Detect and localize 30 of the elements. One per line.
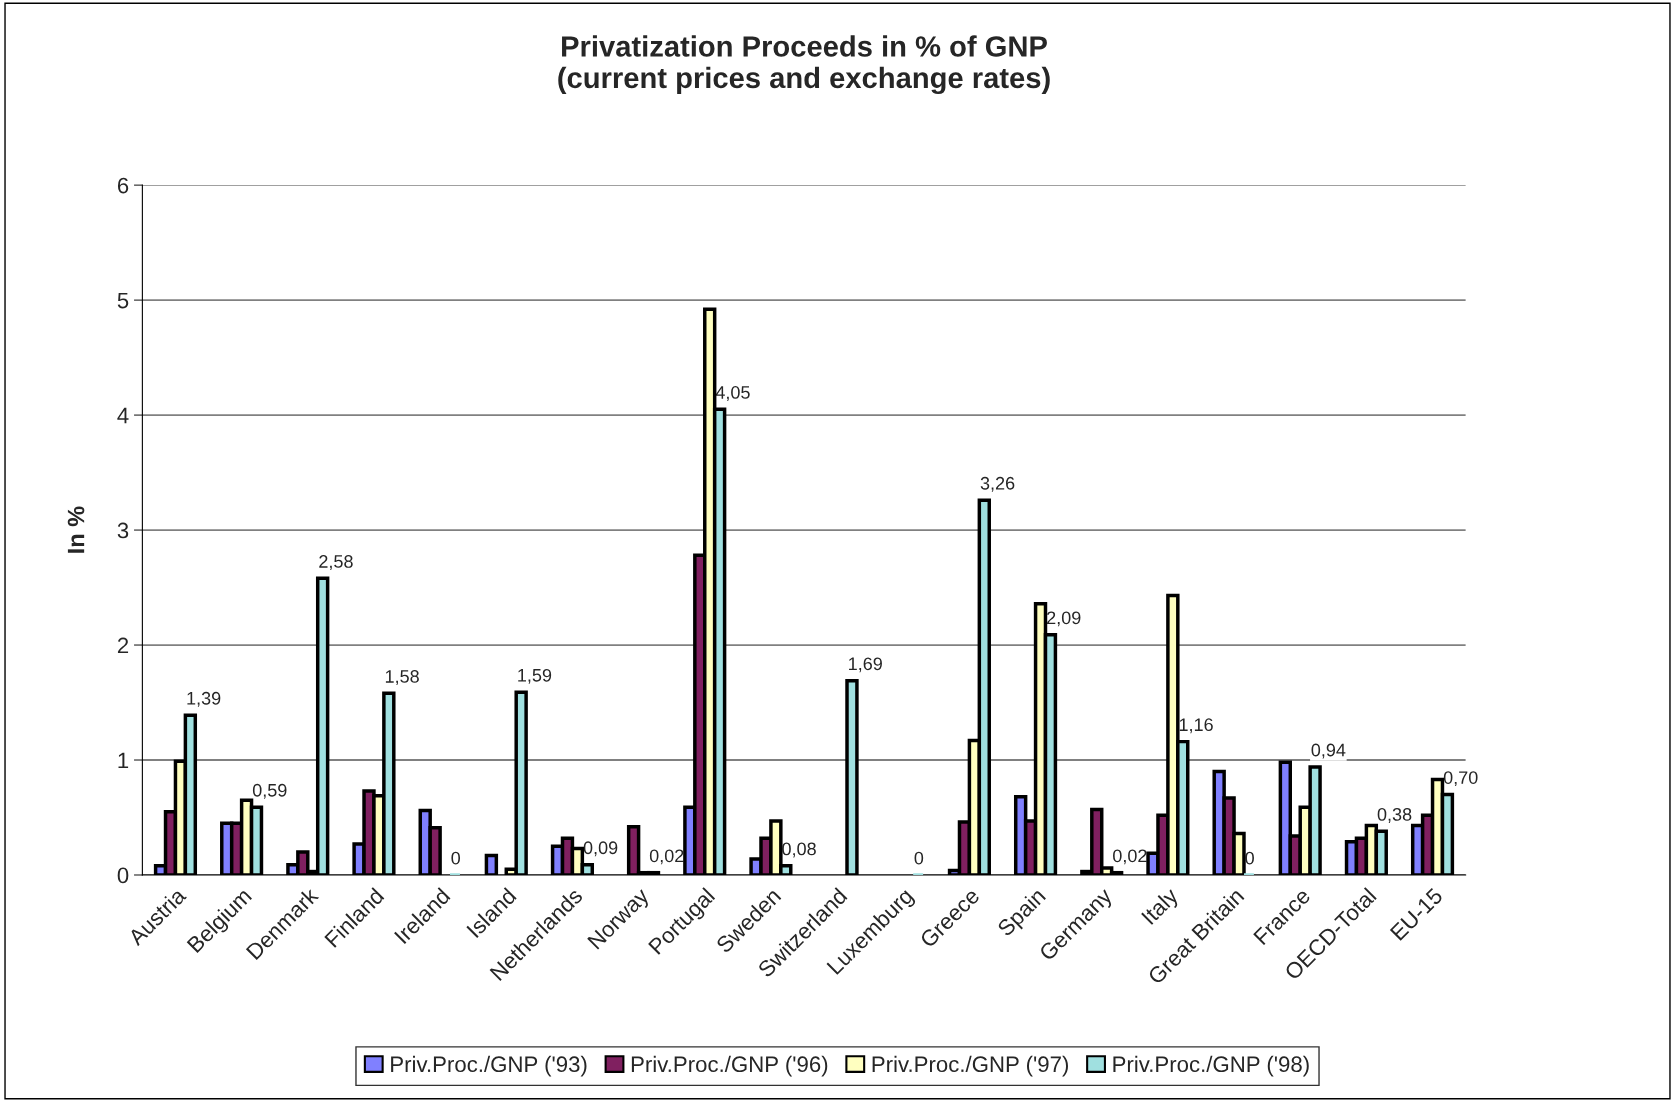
data-label: 0,94: [1311, 743, 1346, 759]
y-tick-label: 6: [117, 177, 129, 194]
legend-label: Priv.Proc./GNP ('96): [631, 1055, 828, 1077]
data-label: 1,59: [518, 668, 552, 684]
data-label: 1,16: [1179, 718, 1213, 734]
data-label: 0: [451, 851, 461, 865]
data-label: 1,58: [385, 670, 419, 685]
data-label: 0,09: [583, 841, 618, 857]
data-label: 1,39: [187, 691, 221, 707]
data-label: 0: [914, 851, 924, 865]
chart-title: Privatization Proceeds in % of GNP (current prices and exchange rates): [558, 35, 1050, 95]
y-axis-title: In %: [67, 506, 85, 553]
data-label: 4,05: [715, 386, 750, 401]
legend-label: Priv.Proc./GNP ('93): [391, 1055, 587, 1077]
y-tick-label: 2: [117, 637, 129, 654]
data-label: 0,59: [252, 783, 287, 799]
y-tick-label: 0: [117, 867, 129, 884]
data-label: 0,38: [1377, 808, 1412, 823]
y-tick-label: 3: [117, 522, 129, 539]
y-tick-label: 5: [117, 292, 129, 309]
data-label: 2,58: [319, 555, 353, 570]
data-label: 0,70: [1443, 771, 1478, 787]
data-label: 2,09: [1047, 611, 1081, 627]
y-tick-label: 1: [118, 752, 129, 769]
legend-label: Priv.Proc./GNP ('98): [1113, 1055, 1309, 1077]
legend-label: Priv.Proc./GNP ('97): [872, 1055, 1068, 1077]
y-tick-label: 4: [117, 407, 129, 424]
data-label: 3,26: [980, 476, 1015, 492]
x-tick-label: Italy: [1140, 886, 1183, 929]
data-label: 1,69: [849, 657, 882, 673]
